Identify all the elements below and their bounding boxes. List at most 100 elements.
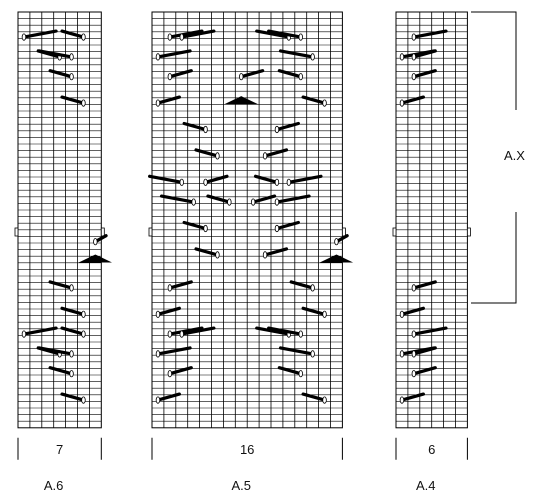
cable-end-loop: [167, 284, 173, 292]
cable-stitch-symbol: [159, 194, 196, 206]
cable-stitch-symbol: [399, 306, 425, 318]
cable-bar: [412, 49, 437, 59]
cable-bar: [60, 306, 86, 316]
cable-end-loop: [399, 99, 405, 107]
cable-end-loop: [322, 310, 327, 318]
chart-side-notch: [466, 227, 471, 237]
cable-bar: [301, 392, 327, 402]
cable-bar: [168, 29, 204, 39]
cable-stitch-symbol: [60, 306, 86, 318]
cable-stitch-symbol: [277, 366, 303, 378]
cable-bar: [275, 220, 300, 231]
cable-stitch-symbol: [274, 194, 311, 206]
cable-stitch-symbol: [267, 326, 303, 338]
cable-stitch-symbol: [239, 69, 265, 81]
cable-bar: [180, 326, 216, 336]
cable-end-loop: [399, 310, 405, 318]
stitch-count-label: 6: [428, 442, 435, 457]
cable-end-loop: [167, 73, 173, 81]
cable-stitch-symbol: [48, 280, 74, 292]
cable-end-loop: [155, 99, 161, 107]
cable-end-loop: [411, 73, 417, 81]
cable-end-loop: [69, 284, 74, 292]
cable-bar: [412, 366, 437, 376]
cable-stitch-symbol: [179, 326, 216, 338]
cable-stitch-symbol: [167, 366, 193, 378]
cable-end-loop: [274, 125, 280, 134]
cable-stitch-symbol: [155, 306, 181, 318]
cable-stitch-symbol: [155, 49, 192, 61]
cable-stitch-symbol: [274, 220, 300, 233]
cable-end-loop: [21, 330, 27, 338]
cable-end-loop: [411, 53, 417, 61]
cable-bar: [159, 194, 196, 204]
cable-end-loop: [227, 198, 232, 206]
cable-end-loop: [250, 198, 256, 206]
stitch-count-bracket: [17, 437, 102, 460]
cable-bar: [412, 326, 448, 336]
cable-end-loop: [411, 284, 417, 292]
cable-stitch-symbol: [194, 247, 220, 259]
cable-stitch-symbol: [60, 326, 86, 338]
cable-stitch-symbol: [411, 280, 437, 292]
cable-bar: [253, 174, 279, 184]
cable-end-loop: [179, 33, 184, 41]
cable-bar: [48, 69, 74, 79]
cable-stitch-symbol: [182, 121, 208, 134]
cable-stitch-symbol: [60, 95, 86, 107]
cable-stitch-symbol: [37, 346, 74, 358]
cable-stitch-symbol: [262, 148, 289, 160]
cable-bar: [182, 220, 208, 231]
cable-end-loop: [274, 198, 280, 206]
cable-end-loop: [334, 238, 339, 246]
cable-bar: [278, 346, 315, 356]
cable-stitch-symbol: [277, 69, 303, 81]
cable-stitch-symbol: [155, 392, 181, 404]
cable-end-loop: [81, 99, 86, 107]
cable-stitch-symbol: [206, 194, 232, 206]
chart-name-label: A.5: [231, 478, 251, 493]
cable-stitch-symbol: [93, 234, 108, 246]
cable-end-loop: [411, 370, 417, 378]
cable-end-loop: [215, 152, 220, 160]
cable-stitch-symbol: [48, 366, 74, 378]
cable-end-loop: [322, 396, 327, 404]
cable-stitch-symbol: [301, 306, 327, 318]
cable-stitch-symbol: [411, 49, 437, 61]
cable-stitch-symbol: [167, 280, 193, 292]
repeat-bracket-top-line: [471, 11, 517, 110]
cable-stitch-symbol: [286, 174, 323, 186]
cable-stitch-symbol: [278, 49, 315, 61]
cable-bar: [275, 194, 311, 204]
cable-bar: [400, 392, 425, 402]
cable-bar: [48, 366, 74, 376]
cable-end-loop: [310, 53, 315, 61]
repeat-bracket: A.X: [471, 11, 525, 304]
cable-bar: [263, 247, 289, 257]
cable-stitch-symbol: [182, 220, 208, 233]
cable-bar: [182, 121, 208, 132]
cable-bar: [22, 29, 58, 39]
cable-end-loop: [167, 370, 173, 378]
cable-stitch-symbol: [167, 69, 193, 81]
cable-bar: [168, 366, 193, 376]
cable-end-loop: [411, 33, 417, 41]
cable-stitch-symbol: [253, 174, 280, 186]
cable-stitch-symbol: [334, 234, 349, 246]
cable-bar: [156, 95, 181, 105]
cable-bar: [412, 280, 437, 290]
cable-stitch-symbol: [278, 346, 315, 358]
cable-bar: [412, 29, 448, 39]
cable-bar: [277, 366, 303, 376]
cable-end-loop: [262, 152, 268, 160]
cable-bar: [48, 280, 74, 290]
cable-bar: [203, 174, 229, 184]
cable-stitch-symbol: [399, 392, 425, 404]
cable-stitch-symbol: [411, 69, 437, 81]
decrease-triangle-symbol: [319, 254, 354, 263]
cable-end-loop: [411, 330, 417, 338]
cable-bar: [37, 346, 74, 356]
cable-bar: [168, 69, 193, 79]
cable-bar: [156, 306, 181, 316]
